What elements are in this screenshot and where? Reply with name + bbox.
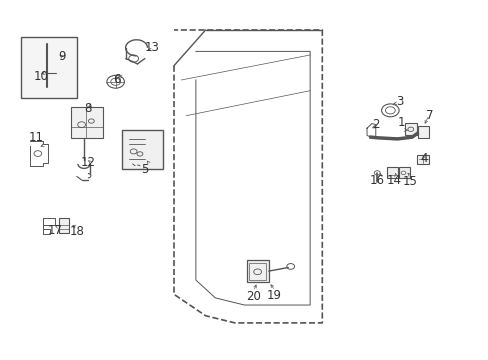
Bar (398, 167, 409, 178)
Bar (416, 155, 428, 164)
Text: 14: 14 (386, 174, 401, 186)
Bar (71, 108, 102, 138)
Bar (386, 167, 397, 178)
Bar (417, 126, 428, 138)
Text: 4: 4 (420, 152, 427, 165)
Text: 11: 11 (29, 131, 44, 144)
Text: 19: 19 (265, 288, 281, 302)
Bar (404, 123, 416, 135)
Bar (249, 263, 266, 280)
Text: 6: 6 (113, 73, 121, 86)
Text: 9: 9 (58, 50, 66, 63)
Bar (246, 260, 268, 282)
Text: 3: 3 (396, 95, 403, 108)
Text: 12: 12 (80, 156, 95, 168)
Text: 16: 16 (369, 174, 384, 186)
Text: 5: 5 (141, 163, 148, 176)
Bar (59, 218, 69, 233)
Bar (122, 130, 163, 169)
Text: 2: 2 (371, 118, 379, 131)
Text: 20: 20 (245, 289, 260, 303)
Text: 18: 18 (69, 225, 84, 238)
Text: 17: 17 (47, 224, 62, 237)
Text: 7: 7 (425, 109, 432, 122)
Text: 8: 8 (84, 102, 91, 115)
Text: 10: 10 (34, 70, 49, 83)
Text: 15: 15 (402, 175, 416, 188)
Bar (21, 37, 77, 98)
Text: 1: 1 (397, 116, 404, 129)
Text: 13: 13 (144, 41, 159, 54)
